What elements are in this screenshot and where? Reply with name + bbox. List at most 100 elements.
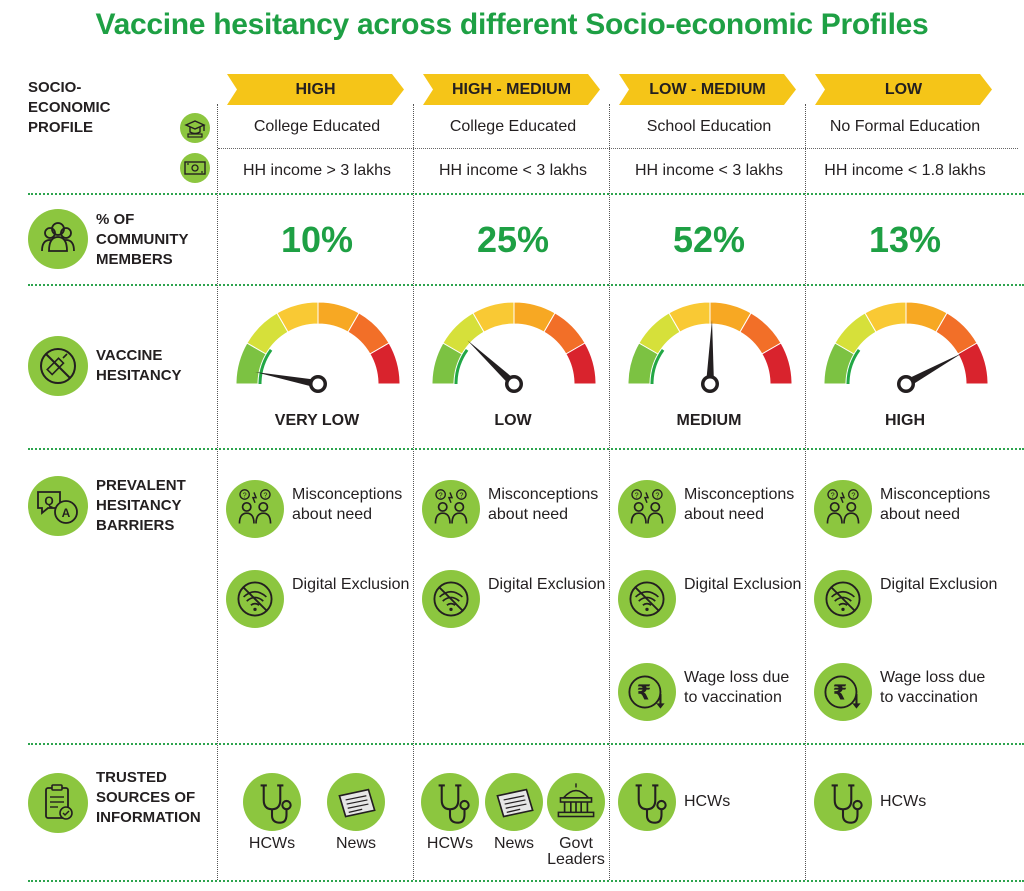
gauge-segment xyxy=(369,342,401,385)
household-income: HH income > 3 lakhs xyxy=(242,162,392,179)
source-label: News xyxy=(493,835,534,852)
column-divider xyxy=(805,104,806,880)
gauge-hub-center xyxy=(900,378,912,390)
row-divider xyxy=(28,743,1024,745)
barrier-label: Misconceptions about need xyxy=(488,486,599,523)
gauge-segment xyxy=(957,342,989,385)
source-label: HCWs xyxy=(684,793,731,810)
row-label-community: % OF COMMUNITY MEMBERS xyxy=(96,211,189,268)
source-label: HCWs xyxy=(880,793,927,810)
rupee-down-icon: ₹ xyxy=(618,663,676,721)
profile-header-label: LOW - MEDIUM xyxy=(649,81,766,98)
svg-text:?: ? xyxy=(851,491,855,500)
profile-header-2: LOW - MEDIUM xyxy=(619,74,796,105)
row-divider xyxy=(28,193,1024,195)
government-building-icon xyxy=(547,773,605,831)
hesitancy-gauge xyxy=(422,292,606,412)
svg-text:?: ? xyxy=(655,491,659,500)
gauge-segment xyxy=(761,342,793,385)
clipboard-check-icon xyxy=(28,773,88,833)
column-divider xyxy=(217,104,218,880)
barrier-label: Misconceptions about need xyxy=(684,486,795,523)
barrier-label: Wage loss due to vaccination xyxy=(684,669,790,706)
svg-text:?: ? xyxy=(635,491,639,500)
row-divider xyxy=(28,448,1024,450)
hesitancy-level-label: VERY LOW xyxy=(274,412,360,429)
gauge-inner-band xyxy=(258,349,273,385)
no-wifi-icon xyxy=(814,570,872,628)
source-label: HCWs xyxy=(248,835,296,852)
stethoscope-icon xyxy=(421,773,479,831)
education-level: College Educated xyxy=(449,118,577,135)
gauge-hub-center xyxy=(312,378,324,390)
barrier-label: Wage loss due to vaccination xyxy=(880,669,986,706)
confused-people-icon: ? ? xyxy=(422,480,480,538)
hesitancy-level-label: HIGH xyxy=(885,412,925,429)
qa-bubbles-icon: Q A xyxy=(28,476,88,536)
gauge-needle xyxy=(467,340,517,387)
community-percentage: 10% xyxy=(280,219,354,260)
svg-text:?: ? xyxy=(459,491,463,500)
graduation-cap-icon xyxy=(180,113,210,143)
barrier-label: Digital Exclusion xyxy=(684,576,802,593)
profile-header-1: HIGH - MEDIUM xyxy=(423,74,600,105)
no-wifi-icon xyxy=(618,570,676,628)
gauge-inner-band xyxy=(650,349,665,385)
hesitancy-level-label: LOW xyxy=(494,412,532,429)
rupee-down-icon: ₹ xyxy=(814,663,872,721)
gauge-needle xyxy=(255,372,319,388)
money-icon xyxy=(180,153,210,183)
gauge-hub-center xyxy=(508,378,520,390)
profile-header-label: HIGH xyxy=(295,81,336,98)
newspaper-icon xyxy=(485,773,543,831)
community-percentage: 25% xyxy=(476,219,550,260)
profile-header-3: LOW xyxy=(815,74,992,105)
community-percentage: 13% xyxy=(868,219,942,260)
gauge-needle xyxy=(904,353,963,388)
svg-text:₹: ₹ xyxy=(637,680,651,704)
no-wifi-icon xyxy=(226,570,284,628)
gauge-inner-band xyxy=(846,349,861,385)
confused-people-icon: ? ? xyxy=(618,480,676,538)
household-income: HH income < 3 lakhs xyxy=(634,162,784,179)
svg-text:₹: ₹ xyxy=(833,680,847,704)
education-level: School Education xyxy=(646,118,772,135)
newspaper-icon xyxy=(327,773,385,831)
community-percentage: 52% xyxy=(672,219,746,260)
row-label-sources: TRUSTED SOURCES OF INFORMATION xyxy=(96,769,201,826)
stethoscope-icon xyxy=(814,773,872,831)
row-divider xyxy=(28,284,1024,286)
confused-people-icon: ? ? xyxy=(226,480,284,538)
barrier-label: Digital Exclusion xyxy=(880,576,998,593)
profile-header-label: LOW xyxy=(884,81,923,98)
confused-people-icon: ? ? xyxy=(814,480,872,538)
svg-text:?: ? xyxy=(243,491,247,500)
gauge-inner-band xyxy=(454,349,469,385)
gauge-needle xyxy=(706,320,714,385)
no-syringe-icon xyxy=(28,336,88,396)
hesitancy-gauge xyxy=(814,292,998,412)
stethoscope-icon xyxy=(243,773,301,831)
profile-header-label: HIGH - MEDIUM xyxy=(451,81,572,98)
page-title: Vaccine hesitancy across different Socio… xyxy=(95,8,929,41)
row-label-hesitancy: VACCINE HESITANCY xyxy=(96,347,182,384)
hesitancy-gauge xyxy=(226,292,410,412)
education-level: College Educated xyxy=(253,118,381,135)
gauge-hub-center xyxy=(704,378,716,390)
hesitancy-gauge xyxy=(618,292,802,412)
profile-divider xyxy=(218,148,1018,149)
barrier-label: Misconceptions about need xyxy=(880,486,991,523)
source-label: Govt Leaders xyxy=(547,835,605,868)
svg-text:Q: Q xyxy=(44,494,53,508)
barrier-label: Digital Exclusion xyxy=(292,576,410,593)
barrier-label: Misconceptions about need xyxy=(292,486,403,523)
household-income: HH income < 3 lakhs xyxy=(438,162,588,179)
stethoscope-icon xyxy=(618,773,676,831)
education-level: No Formal Education xyxy=(829,118,981,135)
gauge-segment xyxy=(565,342,597,385)
household-income: HH income < 1.8 lakhs xyxy=(824,162,986,179)
svg-text:?: ? xyxy=(831,491,835,500)
row-label-profile: SOCIO- ECONOMIC PROFILE xyxy=(28,79,111,136)
hesitancy-level-label: MEDIUM xyxy=(676,412,742,429)
svg-text:?: ? xyxy=(263,491,267,500)
